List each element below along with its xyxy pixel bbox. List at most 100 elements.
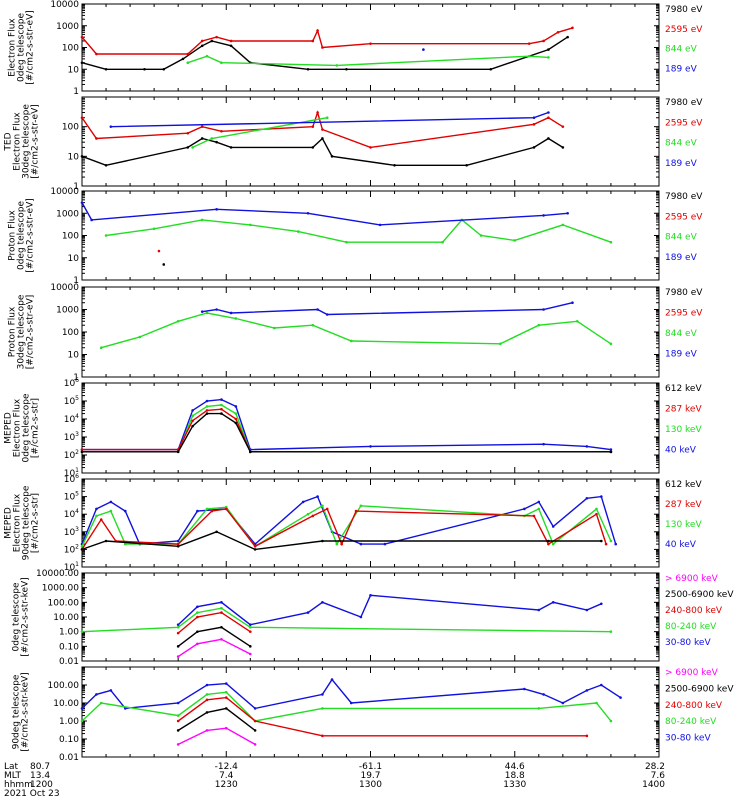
y-tick-label: 103 [64,431,79,443]
data-point [215,35,218,39]
data-point [200,39,204,43]
data-point [229,311,233,315]
y-tick-label: 102 [64,449,79,461]
data-point [585,608,589,612]
y-axis-label: 30deg telescope [22,104,32,179]
series-line-blue [81,202,568,226]
data-point [547,48,550,51]
y-axis-label: [#/cm2-s-str-keV] [21,672,31,751]
data-point [95,507,98,511]
data-point [157,249,161,253]
plot-frame [81,666,660,758]
data-point [523,507,526,511]
y-axis-label: [#/cm2-s-str-eV] [26,10,36,85]
data-point [556,30,560,34]
y-tick-label: 106 [64,473,79,485]
data-point [80,548,84,551]
data-point [80,545,84,548]
legend-entry: 40 keV [665,540,697,550]
data-point [176,719,180,723]
data-point [311,323,315,327]
data-point [301,500,305,504]
footer-row-value: 1300 [359,780,382,790]
y-axis-label: MEPED [4,507,14,539]
data-point [123,509,127,513]
data-point [335,542,339,546]
y-tick-label: 102 [64,543,79,555]
data-point [224,707,228,710]
legend-entry: 189 eV [665,64,698,74]
data-point [566,35,569,39]
data-point [248,645,252,648]
legend-entry: 40 keV [665,446,697,456]
data-point [234,421,238,425]
data-point [297,230,300,233]
legend-entry: 844 eV [665,329,698,339]
data-point [176,631,180,635]
data-point [609,342,613,346]
data-point [547,542,550,546]
footer-row-value: 7.4 [219,771,234,781]
y-tick-label: 100.00 [48,598,80,608]
plot-frame [81,572,660,662]
data-point [532,116,536,120]
data-point [220,407,223,411]
data-point [532,146,536,149]
data-point [234,417,238,421]
data-point [123,542,127,546]
data-point [325,116,329,120]
legend-entry: 287 keV [665,500,702,510]
data-point [253,719,257,723]
y-tick-label: 10.00 [53,699,79,709]
data-point [311,146,315,149]
data-point [200,125,204,128]
data-point [176,714,180,717]
series-line-black [82,412,611,453]
data-point [248,652,252,656]
data-point [200,137,204,140]
legend-entry: > 6900 keV [665,574,719,584]
data-point [561,223,565,227]
legend-entry: 189 eV [665,253,698,263]
data-point [532,123,536,126]
data-point [176,623,180,626]
data-point [104,234,108,237]
data-point [220,398,223,401]
legend-entry: 2595 eV [665,118,703,128]
data-point [600,602,603,606]
legend-entry: 80-240 keV [665,622,717,632]
data-point [205,683,209,687]
data-point [537,500,541,504]
data-point [422,48,425,51]
y-axis-label: [#/cm2-s-str-eV] [31,104,41,179]
data-point [176,729,180,732]
data-point [109,509,113,513]
data-point [205,54,209,58]
y-axis-label: 30deg telescope [17,294,27,369]
data-point [200,218,204,222]
data-point [619,696,622,699]
data-point [547,56,550,59]
data-point [248,450,252,454]
data-point [205,412,209,415]
data-point [176,701,180,705]
footer-row-value: -12.4 [215,762,239,772]
data-point [80,35,84,39]
data-point [585,734,589,738]
data-point [186,131,190,135]
plot-frame [81,3,660,92]
data-point [176,625,180,629]
data-point [575,319,579,323]
footer-row-label: Lat [4,762,19,772]
panel-1: 1 10 100 1000 10000 Electron Flux 0deg telesco… [8,0,704,97]
data-point [176,743,180,746]
legend-entry: 844 eV [665,139,698,149]
data-point [441,240,444,244]
footer-row-value: 19.7 [360,771,380,781]
data-point [595,701,598,705]
footer-row-label: MLT [4,771,22,781]
data-point [349,701,353,705]
legend-entry: > 6900 keV [665,668,719,678]
data-point [547,137,550,140]
y-tick-label: 10 [68,152,80,162]
